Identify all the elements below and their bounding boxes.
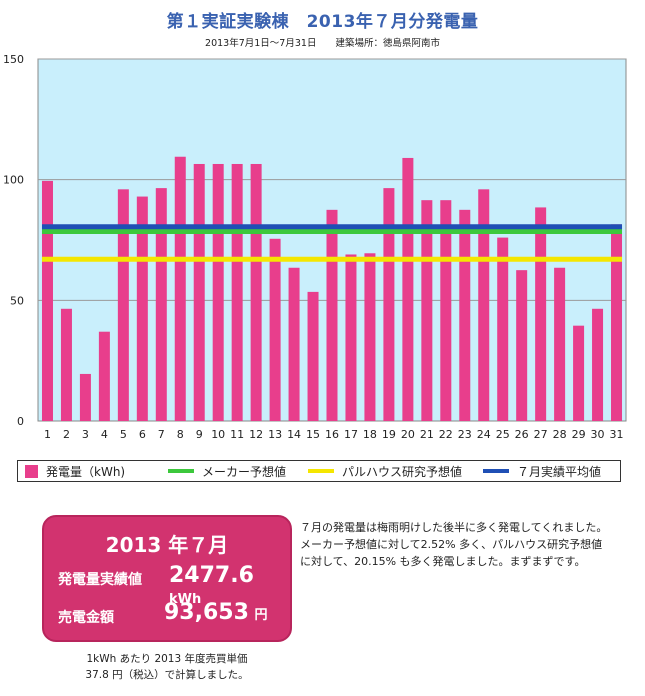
bar-day-14	[288, 267, 300, 421]
bar-day-2	[60, 308, 72, 421]
x-tick-label-16: 16	[325, 428, 339, 441]
x-tick-label-1: 1	[44, 428, 51, 441]
chart-subtitle: 2013年7月1日～7月31日 建築場所：徳島県阿南市	[205, 38, 440, 49]
bar-day-18	[364, 253, 376, 421]
y-tick-label-0: 0	[17, 415, 24, 428]
actual-unit: kWh	[169, 592, 202, 607]
bar-day-21	[421, 200, 433, 421]
summary-panel: 2013 年７月 発電量実績値 2477.6 kWh 売電金額 93,653 円	[42, 515, 292, 642]
x-tick-label-27: 27	[534, 428, 548, 441]
bar-day-7	[155, 188, 167, 421]
legend-swatch-palhouse	[308, 469, 334, 473]
x-tick-label-2: 2	[63, 428, 70, 441]
legend-item-palhouse: パルハウス研究予想値	[308, 463, 483, 480]
bar-day-1	[41, 180, 53, 421]
x-tick-label-6: 6	[139, 428, 146, 441]
comment-line-1: ７月の発電量は梅雨明けした後半に多く発電してくれました。	[300, 521, 608, 534]
bar-day-10	[212, 163, 224, 422]
bar-day-17	[345, 254, 357, 421]
x-tick-label-26: 26	[515, 428, 529, 441]
actual-value: 2477.6	[169, 563, 254, 588]
bar-day-15	[307, 291, 319, 421]
calculation-note: 1kWh あたり 2013 年度売買単価 37.8 円（税込）で計算しました。	[42, 651, 292, 683]
legend-label-bar: 発電量（kWh)	[46, 464, 126, 479]
x-tick-label-22: 22	[439, 428, 453, 441]
sales-value: 93,653	[164, 600, 249, 625]
y-tick-label-100: 100	[3, 174, 24, 187]
legend-item-average: ７月実績平均値	[483, 463, 601, 480]
bar-day-13	[269, 238, 281, 421]
x-tick-label-21: 21	[420, 428, 434, 441]
legend-label-maker: メーカー予想値	[202, 464, 287, 479]
legend-label-average: ７月実績平均値	[517, 464, 602, 479]
note-line-1: 1kWh あたり 2013 年度売買単価	[86, 653, 248, 665]
bar-day-3	[79, 373, 91, 421]
x-tick-label-12: 12	[249, 428, 263, 441]
x-tick-label-18: 18	[363, 428, 377, 441]
x-tick-label-15: 15	[306, 428, 320, 441]
x-tick-label-11: 11	[230, 428, 244, 441]
bar-day-16	[326, 209, 338, 421]
sales-label: 売電金額	[58, 610, 114, 626]
x-tick-label-7: 7	[158, 428, 165, 441]
x-tick-label-9: 9	[196, 428, 203, 441]
bar-day-9	[193, 163, 205, 422]
x-tick-label-28: 28	[553, 428, 567, 441]
bar-day-8	[174, 156, 186, 422]
x-tick-label-10: 10	[211, 428, 225, 441]
x-tick-label-14: 14	[287, 428, 301, 441]
bar-day-30	[592, 308, 604, 421]
x-tick-label-29: 29	[572, 428, 586, 441]
x-tick-label-17: 17	[344, 428, 358, 441]
bar-day-5	[117, 189, 129, 421]
x-tick-label-23: 23	[458, 428, 472, 441]
bar-day-6	[136, 196, 148, 421]
sales-value-group: 93,653 円	[164, 600, 268, 625]
comment-line-3: に対して、20.15% も多く発電しました。まずまずです。	[300, 555, 586, 568]
y-tick-label-50: 50	[10, 294, 24, 307]
actual-label: 発電量実績値	[58, 572, 142, 588]
bar-day-22	[440, 200, 452, 421]
x-tick-label-25: 25	[496, 428, 510, 441]
x-tick-label-5: 5	[120, 428, 127, 441]
x-tick-label-4: 4	[101, 428, 108, 441]
bar-day-31	[611, 224, 623, 421]
sales-unit: 円	[254, 608, 268, 623]
bar-day-11	[231, 163, 243, 422]
actual-value-group: 2477.6 kWh	[169, 563, 290, 607]
summary-month: 2013 年７月	[105, 533, 229, 557]
bar-day-12	[250, 163, 262, 422]
bar-day-4	[98, 331, 110, 421]
bar-day-26	[516, 270, 528, 421]
chart-legend: 発電量（kWh) メーカー予想値 パルハウス研究予想値 ７月実績平均値	[17, 460, 621, 482]
bar-day-28	[554, 267, 566, 421]
note-line-2: 37.8 円（税込）で計算しました。	[85, 669, 249, 681]
y-tick-label-150: 150	[3, 53, 24, 66]
bar-day-25	[497, 237, 509, 421]
x-tick-label-20: 20	[401, 428, 415, 441]
bar-day-29	[573, 325, 585, 421]
comment-line-2: メーカー予想値に対して2.52% 多く、パルハウス研究予想値	[300, 538, 603, 551]
legend-label-palhouse: パルハウス研究予想値	[342, 464, 463, 479]
bar-day-23	[459, 209, 471, 421]
x-tick-label-30: 30	[591, 428, 605, 441]
bar-day-24	[478, 189, 490, 421]
bar-day-27	[535, 207, 547, 421]
legend-swatch-maker	[168, 469, 194, 473]
legend-item-maker: メーカー予想値	[168, 463, 308, 480]
chart-title: 第１実証実験棟 2013年７月分発電量	[166, 12, 479, 32]
x-tick-label-24: 24	[477, 428, 491, 441]
x-tick-label-8: 8	[177, 428, 184, 441]
x-tick-label-31: 31	[610, 428, 624, 441]
legend-item-bar: 発電量（kWh)	[18, 463, 168, 480]
bar-day-19	[383, 188, 395, 421]
legend-swatch-average	[483, 469, 509, 473]
comment-text: ７月の発電量は梅雨明けした後半に多く発電してくれました。 メーカー予想値に対して…	[300, 519, 630, 570]
x-tick-label-3: 3	[82, 428, 89, 441]
legend-swatch-bar	[25, 464, 38, 478]
bar-day-20	[402, 157, 414, 422]
x-tick-label-13: 13	[268, 428, 282, 441]
x-tick-label-19: 19	[382, 428, 396, 441]
